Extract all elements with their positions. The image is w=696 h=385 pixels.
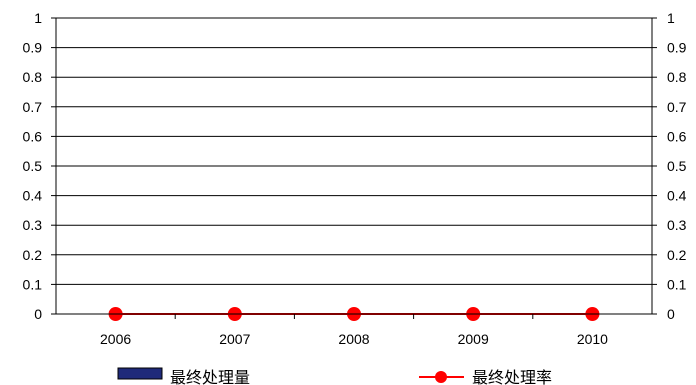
left-tick-label: 0.3 — [23, 217, 43, 233]
left-tick-label: 0.8 — [23, 69, 43, 85]
legend-line-marker — [435, 371, 447, 383]
x-tick-label: 2007 — [219, 331, 250, 347]
right-tick-label: 1 — [667, 10, 675, 26]
legend: 最终处理量 最终处理率 — [117, 367, 552, 385]
right-tick-label: 0.1 — [667, 276, 687, 292]
right-tick-label: 0.4 — [667, 188, 687, 204]
right-tick-label: 0.6 — [667, 128, 687, 144]
legend-bar-swatch — [117, 367, 163, 380]
right-tick-label: 0.8 — [667, 69, 687, 85]
left-axis-ticks: 0 0.1 0.2 0.3 0.4 0.5 0.6 0.7 0.8 0.9 1 — [23, 10, 56, 322]
x-tick-label: 2009 — [458, 331, 489, 347]
right-tick-label: 0.2 — [667, 247, 687, 263]
right-tick-label: 0.3 — [667, 217, 687, 233]
legend-line-label: 最终处理率 — [472, 368, 552, 385]
legend-item-line: 最终处理率 — [419, 368, 552, 385]
x-tick-label: 2010 — [577, 331, 608, 347]
gridlines — [56, 17, 652, 285]
legend-bar-label: 最终处理量 — [170, 368, 250, 385]
right-tick-label: 0.9 — [667, 40, 687, 56]
left-tick-label: 0.6 — [23, 128, 43, 144]
right-axis-ticks: 0 0.1 0.2 0.3 0.4 0.5 0.6 0.7 0.8 0.9 1 — [652, 10, 687, 322]
left-tick-label: 0 — [34, 306, 42, 322]
legend-item-bar: 最终处理量 — [117, 367, 250, 385]
left-tick-label: 0.1 — [23, 276, 43, 292]
left-tick-label: 0.5 — [23, 158, 43, 174]
left-tick-label: 0.4 — [23, 188, 43, 204]
left-tick-label: 0.7 — [23, 99, 43, 115]
right-tick-label: 0.5 — [667, 158, 687, 174]
x-tick-label: 2006 — [100, 331, 131, 347]
x-axis-ticks: 2006 2007 2008 2009 2010 — [100, 314, 608, 347]
left-tick-label: 0.9 — [23, 40, 43, 56]
left-tick-label: 0.2 — [23, 247, 43, 263]
right-tick-label: 0.7 — [667, 99, 687, 115]
x-tick-label: 2008 — [338, 331, 369, 347]
left-tick-label: 1 — [34, 10, 42, 26]
right-tick-label: 0 — [667, 306, 675, 322]
